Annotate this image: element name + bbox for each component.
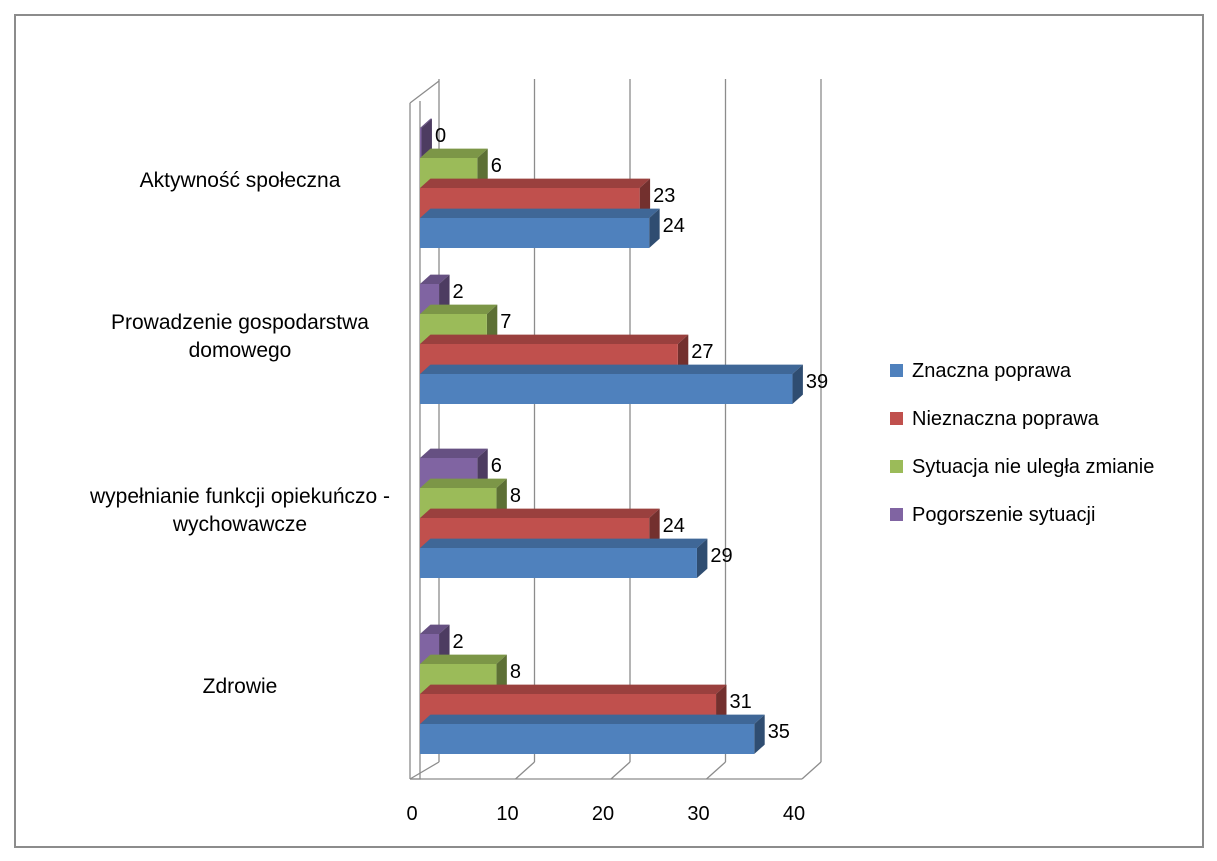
left-wall-edge <box>410 101 421 780</box>
bar-side <box>716 684 727 724</box>
bar-top <box>420 118 432 128</box>
bar-top <box>420 654 507 664</box>
data-label: 29 <box>710 545 732 567</box>
bar-top <box>420 274 450 284</box>
bar-side <box>754 714 765 754</box>
data-label: 23 <box>653 185 675 207</box>
floor-gridline-10 <box>515 761 535 780</box>
floor-gridline-20 <box>610 761 631 780</box>
data-label: 7 <box>500 311 511 333</box>
x-tick-label: 30 <box>687 803 709 825</box>
legend-entry: Sytuacja nie uległa zmianie <box>912 456 1154 478</box>
bar-top <box>420 304 498 314</box>
bar <box>420 128 422 158</box>
legend[interactable]: Znaczna poprawa Nieznaczna poprawa Sytuacj… <box>890 360 1154 526</box>
floor-gridline-30 <box>706 761 726 780</box>
data-label: 6 <box>491 155 502 177</box>
bar-side <box>421 118 432 158</box>
data-label: 39 <box>806 371 828 393</box>
bar-side <box>496 478 507 518</box>
bar-top <box>420 178 651 188</box>
bar <box>420 374 793 404</box>
bar <box>420 218 650 248</box>
legend-swatch <box>890 460 903 473</box>
legend-entry: Nieznaczna poprawa <box>912 408 1100 430</box>
bar-side <box>496 654 507 694</box>
floor-gridline-0 <box>409 761 440 780</box>
x-tick-label: 40 <box>783 803 805 825</box>
bar-top <box>420 334 689 344</box>
bar <box>420 548 697 578</box>
x-axis-ticks: 0 10 20 30 40 <box>406 803 805 825</box>
data-label: 27 <box>691 341 713 363</box>
category-labels: Aktywność społeczna Prowadzenie gospodars… <box>89 169 390 698</box>
data-label: 6 <box>491 455 502 477</box>
x-tick-label: 10 <box>496 803 518 825</box>
data-label: 8 <box>510 661 521 683</box>
left-wall-top-edge <box>409 80 440 104</box>
x-tick-label: 20 <box>592 803 614 825</box>
bar-top <box>420 508 660 518</box>
bar-side <box>477 148 488 188</box>
bar-side <box>677 334 689 374</box>
bar-top <box>420 448 488 458</box>
category-label: wychowawcze <box>172 513 307 536</box>
data-label: 35 <box>768 721 790 743</box>
category-label: wypełnianie funkcji opiekuńczo - <box>89 485 390 508</box>
bar-side <box>477 448 488 488</box>
bar-top <box>420 364 803 374</box>
bar-side <box>696 538 708 578</box>
category-label: Aktywność społeczna <box>140 169 341 192</box>
x-tick-label: 0 <box>406 803 417 825</box>
bar-side <box>639 178 651 218</box>
bar-side <box>649 208 660 248</box>
bar-side <box>439 624 450 664</box>
bar-top <box>420 684 727 694</box>
category-label: domowego <box>189 339 292 362</box>
bar-side <box>792 364 803 404</box>
bar-top <box>420 714 765 724</box>
data-label: 24 <box>663 215 685 237</box>
legend-entry: Pogorszenie sytuacji <box>912 504 1095 526</box>
legend-swatch <box>890 412 903 425</box>
bar-top <box>420 538 708 548</box>
floor-gridline-40 <box>801 761 822 780</box>
bar-side <box>649 508 660 548</box>
data-label: 31 <box>730 691 752 713</box>
bar-top <box>420 478 507 488</box>
data-label: 24 <box>663 515 685 537</box>
data-label: 0 <box>435 125 446 147</box>
bar-side <box>486 304 498 344</box>
category-label: Prowadzenie gospodarstwa <box>111 311 369 334</box>
legend-swatch <box>890 364 903 377</box>
data-label: 2 <box>453 281 464 303</box>
bar-top <box>420 208 660 218</box>
legend-entry: Znaczna poprawa <box>912 360 1072 382</box>
bar-top <box>420 624 450 634</box>
data-label: 2 <box>453 631 464 653</box>
bars <box>420 118 803 754</box>
bar-side <box>439 274 450 314</box>
data-label: 8 <box>510 485 521 507</box>
bar-top <box>420 148 488 158</box>
category-label: Zdrowie <box>203 675 278 698</box>
legend-swatch <box>890 508 903 521</box>
bar <box>420 724 755 754</box>
